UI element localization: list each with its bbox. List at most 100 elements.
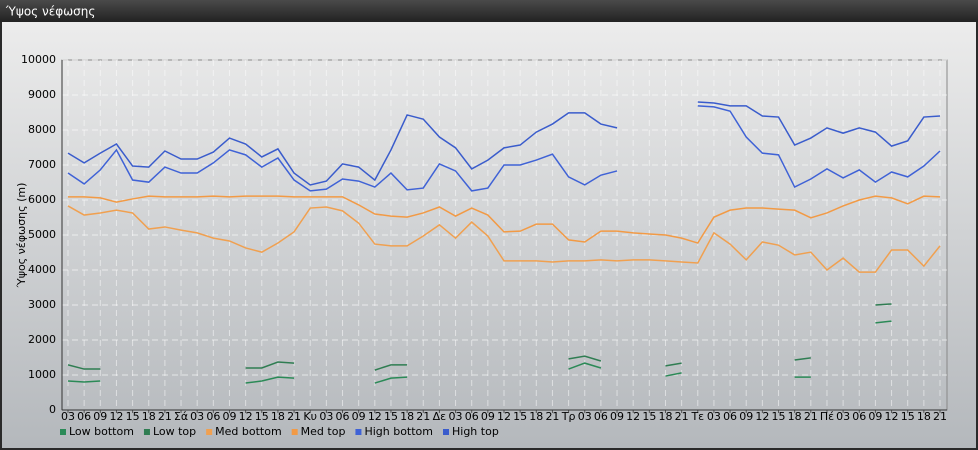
y-tick-label: 1000 bbox=[28, 368, 56, 381]
x-tick-label: Τρ bbox=[561, 410, 576, 423]
line-series bbox=[68, 195, 941, 244]
y-tick-label: 7000 bbox=[28, 158, 56, 171]
x-tick-label: 09 bbox=[481, 410, 495, 423]
x-tick-label: 03 bbox=[707, 410, 721, 423]
x-tick-label: 21 bbox=[158, 410, 172, 423]
x-tick-label: 21 bbox=[416, 410, 430, 423]
x-tick-label: 18 bbox=[658, 410, 672, 423]
line-series bbox=[67, 148, 618, 192]
x-tick-label: 12 bbox=[626, 410, 640, 423]
x-tick-label: 18 bbox=[788, 410, 802, 423]
line-series bbox=[245, 376, 295, 384]
x-tick-label: 12 bbox=[497, 410, 511, 423]
x-tick-label: 03 bbox=[61, 410, 75, 423]
x-tick-label: 18 bbox=[142, 410, 156, 423]
x-tick-label: 18 bbox=[400, 410, 414, 423]
line-series bbox=[568, 362, 602, 370]
y-tick-label: 2000 bbox=[28, 333, 56, 346]
title-bar bbox=[0, 0, 978, 22]
y-tick-label: 10000 bbox=[21, 53, 56, 66]
line-series bbox=[67, 205, 941, 273]
legend-marker bbox=[143, 429, 150, 435]
x-tick-label: 18 bbox=[271, 410, 285, 423]
line-series bbox=[374, 364, 408, 371]
x-tick-label: Δε bbox=[433, 410, 447, 423]
x-tick-label: 12 bbox=[368, 410, 382, 423]
x-tick-label: 06 bbox=[465, 410, 479, 423]
x-tick-label: 12 bbox=[885, 410, 899, 423]
y-tick-label: 6000 bbox=[28, 193, 56, 206]
x-tick-label: 18 bbox=[529, 410, 543, 423]
line-series bbox=[67, 380, 101, 383]
legend-label: Med top bbox=[301, 425, 346, 438]
legend-marker bbox=[443, 429, 449, 435]
x-tick-label: 06 bbox=[594, 410, 608, 423]
x-tick-label: 03 bbox=[449, 410, 463, 423]
line-series bbox=[568, 355, 602, 362]
x-tick-label: 12 bbox=[239, 410, 253, 423]
x-tick-label: 12 bbox=[109, 410, 123, 423]
x-tick-label: 03 bbox=[836, 410, 850, 423]
legend-label: Med bottom bbox=[215, 425, 282, 438]
line-series bbox=[374, 376, 408, 384]
chart-title: Ύψος νέφωσης bbox=[5, 5, 95, 19]
line-series bbox=[875, 303, 892, 306]
line-series bbox=[794, 357, 811, 361]
line-series bbox=[67, 364, 101, 370]
legend-label: High top bbox=[452, 425, 499, 438]
x-tick-label: 09 bbox=[610, 410, 624, 423]
x-tick-label: Σά bbox=[174, 410, 188, 423]
x-tick-label: 21 bbox=[287, 410, 301, 423]
chart-background bbox=[2, 22, 976, 448]
x-tick-label: 21 bbox=[675, 410, 689, 423]
line-series bbox=[697, 101, 941, 147]
x-tick-label: 15 bbox=[901, 410, 915, 423]
legend-marker bbox=[355, 429, 362, 435]
x-tick-label: 15 bbox=[126, 410, 140, 423]
x-tick-label: 21 bbox=[545, 410, 559, 423]
legend-label: Low top bbox=[153, 425, 196, 438]
x-tick-label: 09 bbox=[222, 410, 236, 423]
x-tick-label: 03 bbox=[319, 410, 333, 423]
line-series bbox=[245, 361, 295, 369]
x-tick-label: 09 bbox=[93, 410, 107, 423]
x-tick-label: 06 bbox=[206, 410, 220, 423]
x-tick-label: 15 bbox=[255, 410, 269, 423]
y-tick-label: 5000 bbox=[28, 228, 56, 241]
y-axis-label: Ύψος νέφωσης (m) bbox=[15, 183, 28, 289]
x-tick-label: 09 bbox=[352, 410, 366, 423]
x-tick-label: Κυ bbox=[303, 410, 317, 423]
x-tick-label: 21 bbox=[933, 410, 947, 423]
x-tick-label: 15 bbox=[513, 410, 527, 423]
line-series bbox=[665, 362, 682, 367]
y-tick-label: 4000 bbox=[28, 263, 56, 276]
y-tick-label: 8000 bbox=[28, 123, 56, 136]
x-tick-label: 15 bbox=[772, 410, 786, 423]
line-series bbox=[875, 320, 892, 324]
x-tick-label: 03 bbox=[578, 410, 592, 423]
legend-marker bbox=[291, 429, 298, 435]
x-tick-label: 06 bbox=[723, 410, 737, 423]
x-tick-label: 15 bbox=[384, 410, 398, 423]
y-tick-label: 9000 bbox=[28, 88, 56, 101]
legend-marker bbox=[206, 429, 213, 435]
y-tick-label: 3000 bbox=[28, 298, 56, 311]
legend-label: Low bottom bbox=[69, 425, 134, 438]
line-series bbox=[697, 105, 941, 189]
x-tick-label: 09 bbox=[868, 410, 882, 423]
x-tick-label: 06 bbox=[852, 410, 866, 423]
x-tick-label: 06 bbox=[336, 410, 350, 423]
legend-marker bbox=[60, 429, 66, 435]
line-series bbox=[67, 112, 618, 186]
x-tick-label: 09 bbox=[739, 410, 753, 423]
line-series bbox=[665, 372, 682, 377]
x-tick-label: Τε bbox=[690, 410, 704, 423]
y-tick-label: 0 bbox=[49, 403, 56, 416]
x-tick-label: 21 bbox=[804, 410, 818, 423]
x-tick-label: Πέ bbox=[820, 410, 834, 423]
x-tick-label: 03 bbox=[190, 410, 204, 423]
x-tick-label: 12 bbox=[755, 410, 769, 423]
x-tick-label: 18 bbox=[917, 410, 931, 423]
x-tick-label: 06 bbox=[77, 410, 91, 423]
